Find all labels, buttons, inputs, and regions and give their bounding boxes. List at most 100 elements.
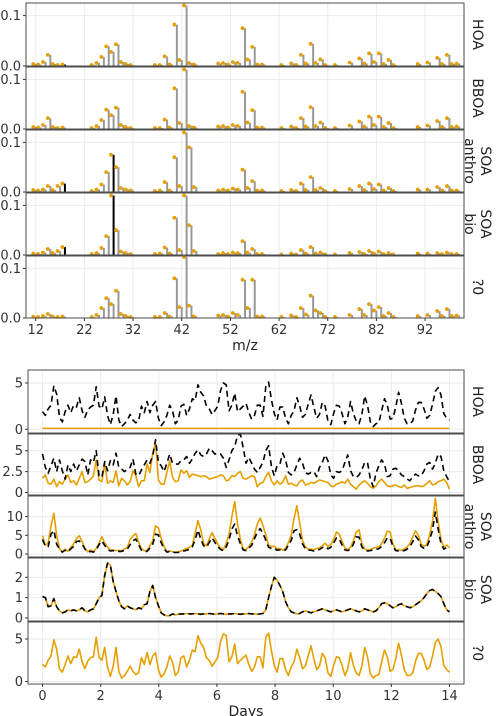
spectrum-point — [123, 125, 128, 129]
spectrum-point — [31, 62, 36, 66]
x-tick-label: 0 — [38, 689, 46, 704]
spectrum-point — [372, 308, 376, 313]
spectrum-point — [347, 60, 352, 65]
spectrum-point — [235, 187, 240, 192]
x-tick-label: 4 — [155, 689, 163, 704]
spectrum-point — [216, 124, 221, 129]
spectrum-point — [245, 57, 250, 62]
panel-3: 0.0 0.1 SOAanthro — [0, 129, 493, 201]
spectrum-point — [318, 250, 323, 255]
spectrum-point — [435, 56, 440, 60]
spectrum-point — [313, 61, 318, 65]
spectrum-point — [250, 247, 255, 251]
spectrum-point — [449, 188, 454, 193]
panel-frame — [27, 433, 465, 496]
spectrum-point — [162, 54, 167, 59]
x-tick-label: 42 — [173, 323, 190, 338]
spectrum-point — [230, 311, 235, 315]
panel-background — [28, 370, 464, 433]
panel-2: 0.0 0.1 BBOA — [0, 66, 485, 138]
spectrum-point — [313, 124, 318, 128]
spectrum-point — [50, 188, 55, 192]
spectrum-point — [372, 251, 376, 256]
y-tick-label: 5 — [15, 444, 23, 459]
spectrum-point — [435, 119, 440, 123]
spectrum-point — [362, 124, 367, 129]
spectrum-point — [381, 125, 386, 129]
panel-frame — [25, 66, 465, 130]
panel-2: 0 2.5 5 BBOA — [2, 433, 485, 501]
spectrum-point — [104, 234, 109, 239]
spectrum-point — [303, 124, 308, 129]
spectrum-point — [440, 125, 444, 129]
spectrum-point — [45, 312, 50, 316]
spectrum-point — [376, 114, 381, 119]
spectrum-point — [308, 245, 313, 249]
spectrum-point — [216, 313, 221, 318]
x-tick-label: 82 — [368, 323, 385, 338]
spectrum-point — [289, 251, 294, 256]
spectrum-point — [260, 188, 264, 193]
spectrum-point — [123, 251, 128, 255]
spectrum-point — [104, 170, 109, 175]
spectrum-point — [191, 62, 196, 67]
panel-frame — [25, 255, 465, 319]
spectrum-point — [162, 117, 167, 122]
spectrum-point — [45, 184, 50, 188]
spectrum-point — [357, 119, 362, 124]
spectrum-point — [41, 314, 45, 318]
panel-5: 0.0 0.1 ?0 12 22 32 42 52 62 72 82 92 — [0, 255, 485, 338]
spectrum-point — [36, 188, 40, 193]
x-tick-label: 52 — [222, 323, 239, 338]
spectrum-point — [308, 175, 313, 180]
spectrum-point — [191, 185, 196, 189]
spectrum-point — [177, 121, 182, 125]
spectrum-point — [114, 42, 118, 47]
spectrum-point — [376, 249, 381, 254]
spectrum-point — [167, 125, 172, 130]
spectrum-point — [31, 125, 36, 129]
spectrum-point — [425, 251, 430, 256]
spectrum-point — [123, 187, 128, 192]
spectrum-point — [454, 313, 459, 318]
spectrum-point — [226, 125, 230, 130]
spectrum-point — [118, 249, 123, 254]
spectrum-point — [94, 187, 99, 192]
spectrum-point — [372, 60, 376, 64]
spectrum-point — [31, 188, 36, 192]
spectrum-point — [240, 239, 245, 244]
x-tick-label: 72 — [319, 323, 336, 338]
spectrum-point — [36, 62, 40, 67]
spectrum-point — [299, 306, 303, 310]
spectrum-point — [114, 228, 118, 233]
spectrum-point — [357, 307, 362, 311]
spectrum-point — [435, 251, 440, 255]
spectrum-point — [318, 57, 323, 62]
spectrum-point — [415, 251, 420, 256]
spectrum-point — [172, 155, 177, 160]
spectrum-point — [45, 116, 50, 120]
spectrum-point — [60, 181, 65, 186]
spectrum-point — [230, 186, 235, 191]
y-tick-label: 0.0 — [0, 312, 21, 327]
spectrum-point — [104, 44, 109, 49]
spectrum-point — [172, 86, 177, 91]
reference-series-line — [42, 562, 450, 617]
spectrum-point — [308, 105, 313, 110]
y-tick-label: 0 — [15, 423, 23, 438]
spectrum-point — [235, 313, 240, 317]
x-tick-label: 6 — [213, 689, 221, 704]
spectrum-point — [308, 41, 313, 46]
spectrum-point — [367, 181, 371, 186]
spectrum-point — [221, 187, 225, 192]
spectrum-point — [449, 314, 454, 318]
spectrum-point — [128, 188, 133, 193]
spectrum-point — [289, 188, 294, 192]
spectrum-point — [445, 116, 449, 120]
spectrum-point — [362, 188, 367, 192]
y-tick-label: 0.1 — [0, 199, 21, 214]
spectrum-point — [376, 182, 381, 187]
spectrum-point — [167, 62, 172, 67]
